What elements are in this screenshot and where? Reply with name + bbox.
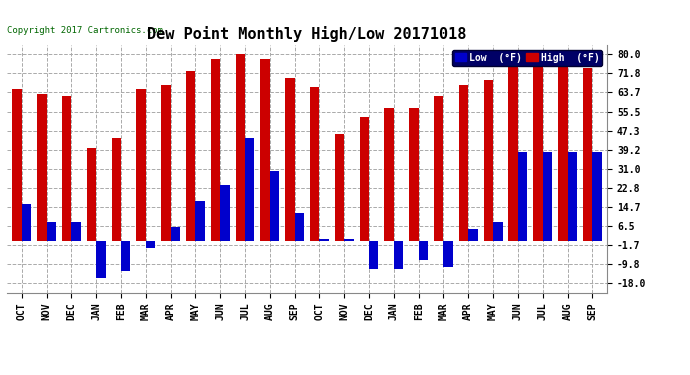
Bar [62, 96, 71, 241]
Bar [195, 201, 205, 241]
Bar [186, 70, 195, 241]
Bar [47, 222, 56, 241]
Bar [37, 94, 47, 241]
Bar [567, 152, 577, 241]
Bar [12, 89, 22, 241]
Bar [295, 213, 304, 241]
Legend: Low  (°F), High  (°F): Low (°F), High (°F) [452, 50, 602, 66]
Bar [592, 152, 602, 241]
Bar [434, 96, 444, 241]
Bar [22, 204, 31, 241]
Bar [112, 138, 121, 241]
Bar [459, 85, 469, 241]
Bar [285, 78, 295, 241]
Bar [384, 108, 394, 241]
Bar [419, 241, 428, 260]
Bar [558, 64, 567, 241]
Bar [96, 241, 106, 279]
Bar [87, 148, 96, 241]
Bar [369, 241, 379, 269]
Bar [394, 241, 403, 269]
Bar [260, 59, 270, 241]
Bar [245, 138, 255, 241]
Bar [444, 241, 453, 267]
Bar [344, 239, 354, 241]
Bar [533, 62, 543, 241]
Bar [71, 222, 81, 241]
Bar [359, 117, 369, 241]
Bar [270, 171, 279, 241]
Bar [583, 68, 592, 241]
Bar [409, 108, 419, 241]
Text: Copyright 2017 Cartronics.com: Copyright 2017 Cartronics.com [7, 26, 163, 35]
Bar [543, 152, 552, 241]
Bar [220, 185, 230, 241]
Bar [170, 227, 180, 241]
Bar [235, 54, 245, 241]
Bar [137, 89, 146, 241]
Bar [493, 222, 502, 241]
Bar [146, 241, 155, 248]
Bar [509, 54, 518, 241]
Title: Dew Point Monthly High/Low 20171018: Dew Point Monthly High/Low 20171018 [148, 27, 466, 42]
Bar [310, 87, 319, 241]
Bar [319, 239, 329, 241]
Bar [211, 59, 220, 241]
Bar [121, 241, 130, 272]
Bar [469, 230, 477, 241]
Bar [484, 80, 493, 241]
Bar [161, 85, 170, 241]
Bar [335, 134, 344, 241]
Bar [518, 152, 527, 241]
